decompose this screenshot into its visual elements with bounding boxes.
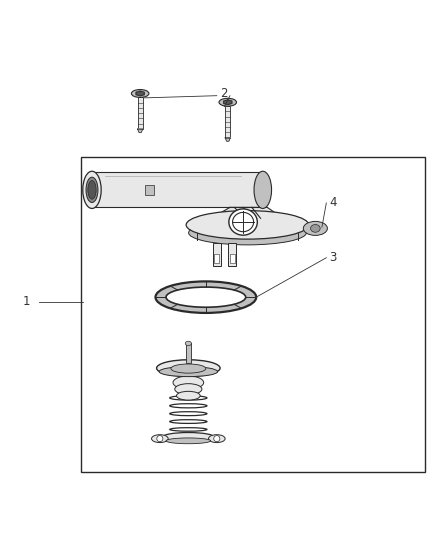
Ellipse shape	[208, 435, 225, 442]
Ellipse shape	[254, 171, 272, 208]
Ellipse shape	[186, 211, 309, 239]
Ellipse shape	[303, 221, 328, 236]
Ellipse shape	[83, 171, 101, 208]
Ellipse shape	[189, 221, 306, 245]
Text: 3: 3	[329, 251, 336, 264]
Ellipse shape	[311, 224, 320, 232]
Circle shape	[214, 435, 220, 442]
Bar	[225, 106, 230, 138]
Ellipse shape	[166, 287, 246, 307]
Bar	[213, 243, 221, 265]
Ellipse shape	[171, 364, 206, 373]
Text: 2: 2	[219, 87, 227, 100]
Ellipse shape	[131, 90, 149, 98]
Polygon shape	[215, 207, 280, 216]
Ellipse shape	[86, 177, 98, 203]
Ellipse shape	[166, 438, 211, 443]
Bar	[138, 98, 143, 129]
Ellipse shape	[157, 360, 220, 376]
Polygon shape	[225, 138, 230, 141]
Ellipse shape	[152, 435, 168, 442]
Ellipse shape	[162, 432, 215, 442]
Ellipse shape	[229, 209, 257, 235]
Text: 4: 4	[329, 197, 337, 209]
Ellipse shape	[159, 367, 218, 377]
Bar	[186, 343, 191, 363]
Polygon shape	[136, 91, 144, 96]
Bar	[214, 254, 219, 263]
Polygon shape	[138, 129, 143, 133]
Circle shape	[157, 435, 163, 442]
Ellipse shape	[219, 98, 237, 106]
Ellipse shape	[233, 213, 254, 232]
Text: 1: 1	[22, 295, 30, 308]
Ellipse shape	[177, 391, 200, 400]
Bar	[145, 185, 154, 195]
Polygon shape	[224, 100, 232, 104]
Ellipse shape	[155, 281, 256, 313]
Ellipse shape	[88, 181, 96, 199]
Bar	[81, 157, 425, 472]
Ellipse shape	[185, 341, 191, 345]
Bar	[92, 172, 263, 207]
Bar	[230, 254, 235, 263]
Bar	[228, 243, 236, 265]
Ellipse shape	[175, 384, 202, 394]
Ellipse shape	[173, 376, 204, 389]
